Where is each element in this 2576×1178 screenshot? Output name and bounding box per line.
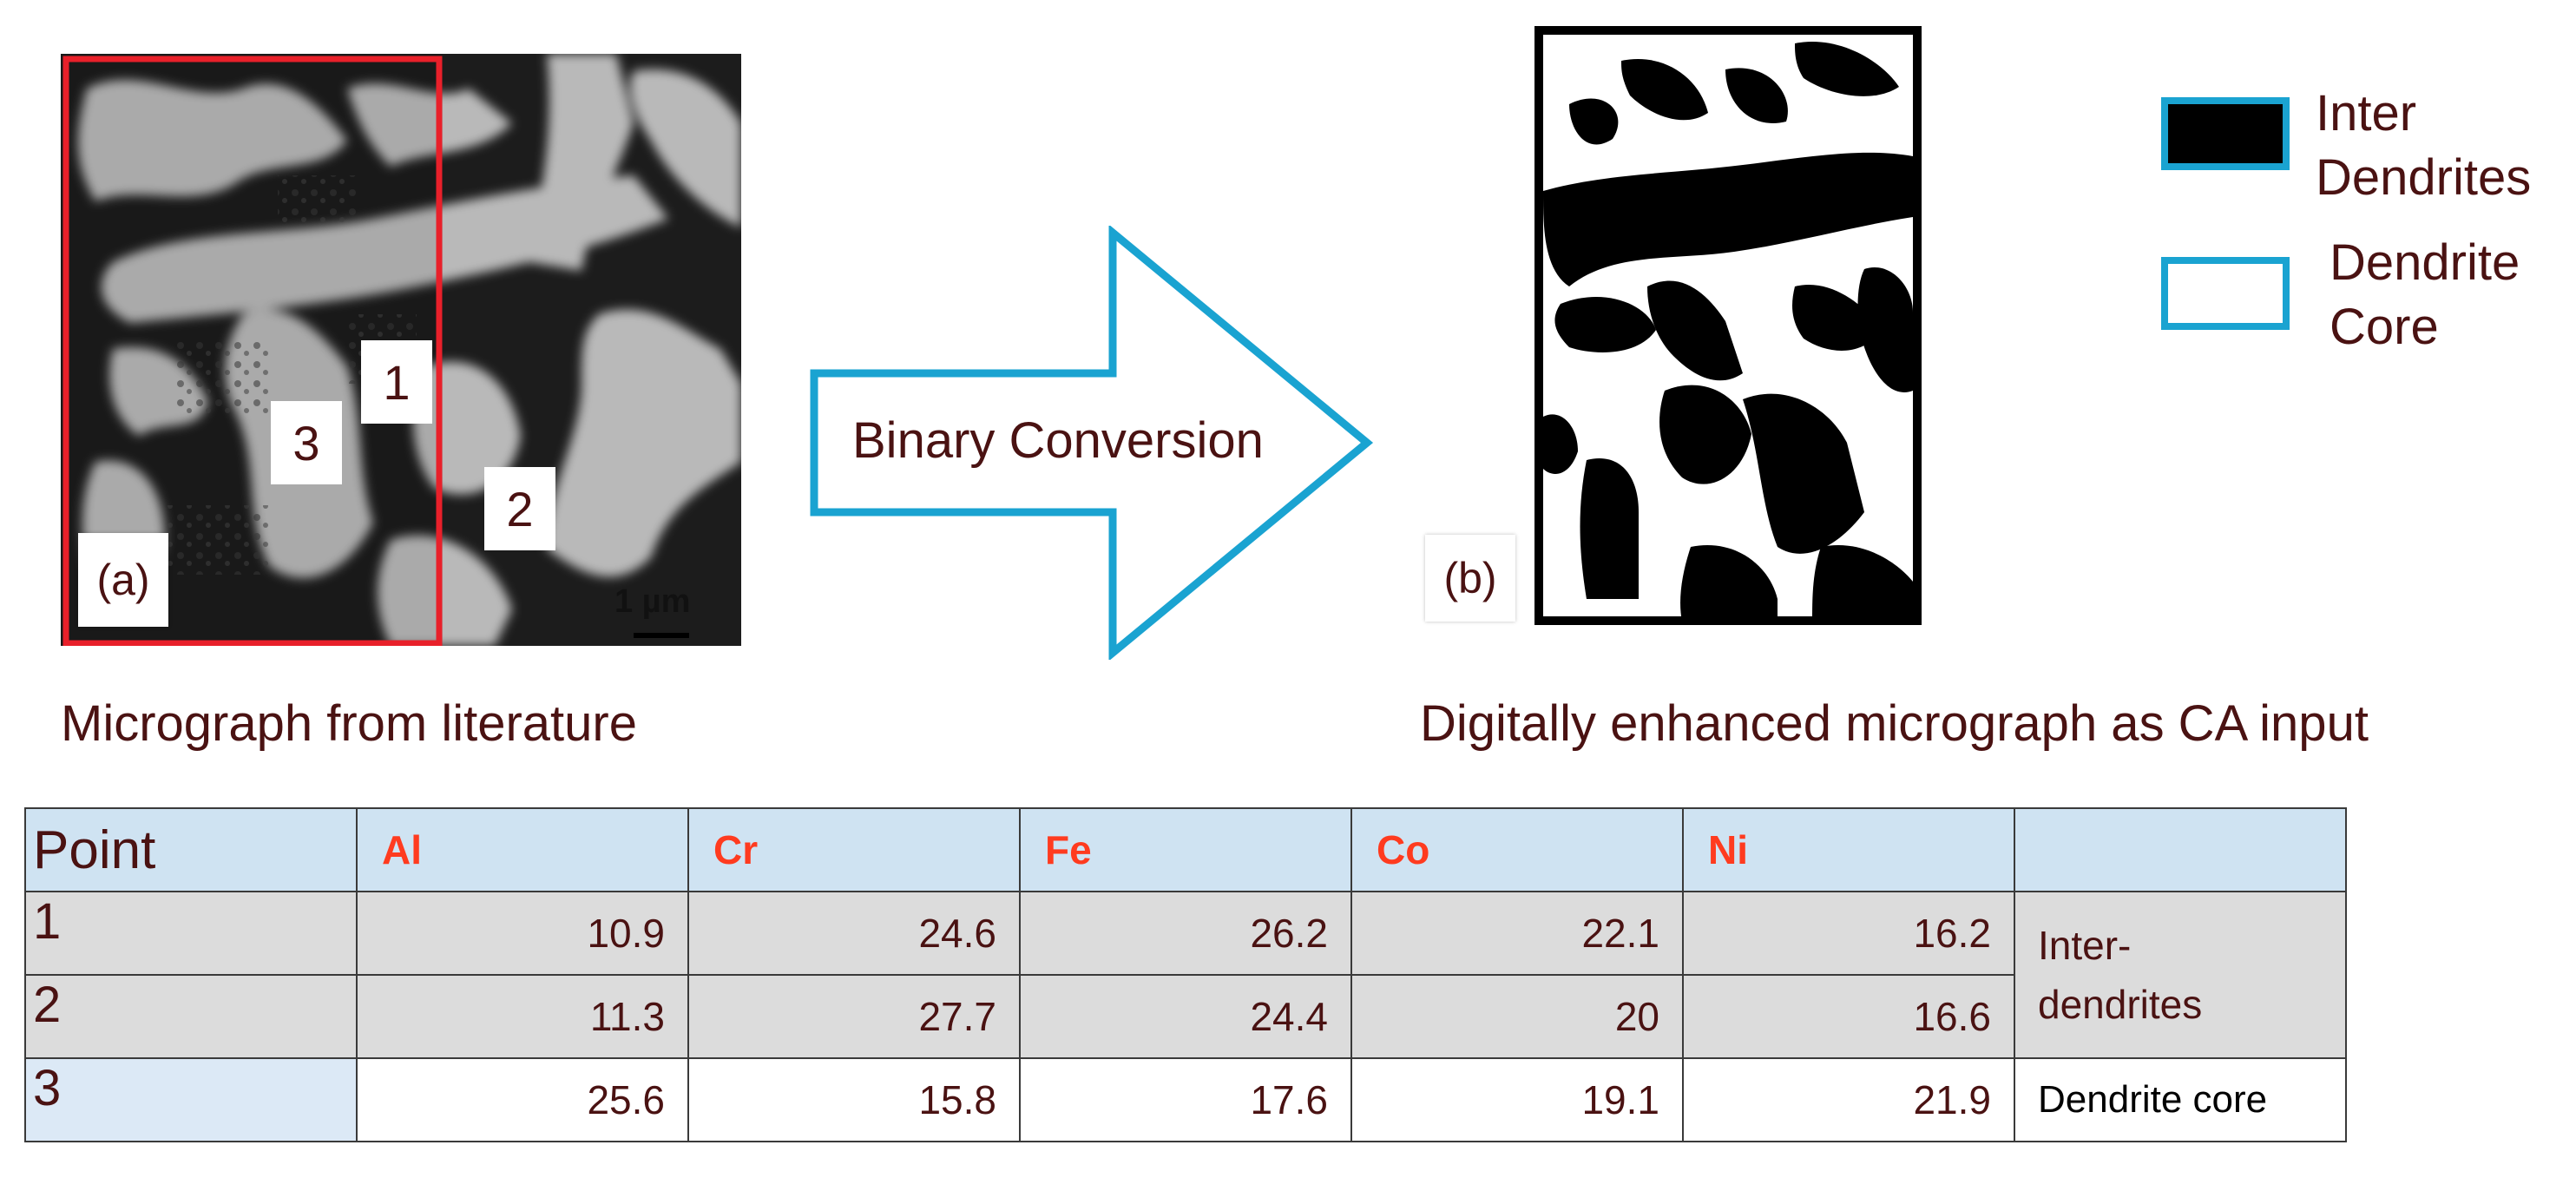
legend-label-dendrite-core: Dendrite Core: [2330, 234, 2520, 355]
point-label-3: 3: [271, 401, 342, 484]
header-ni: Ni: [1682, 807, 2015, 892]
cell-fe: 24.4: [1019, 974, 1352, 1059]
header-co: Co: [1350, 807, 1684, 892]
panel-b-caption: Digitally enhanced micrograph as CA inpu…: [1420, 695, 2369, 752]
cell-ni: 16.2: [1682, 891, 2015, 976]
table-row: 3 25.6 15.8 17.6 19.1 21.9 Dendrite core: [24, 1057, 2347, 1142]
table-header-row: Point Al Cr Fe Co Ni: [24, 807, 2347, 892]
sem-micrograph-image: [61, 54, 741, 647]
cell-cr: 15.8: [687, 1057, 1021, 1142]
panel-a-caption: Micrograph from literature: [61, 695, 637, 752]
sem-micrograph: [61, 54, 741, 647]
cell-co: 20: [1350, 974, 1684, 1059]
binary-micrograph: [1534, 26, 1922, 625]
header-al: Al: [356, 807, 689, 892]
cell-row3-note: Dendrite core: [2014, 1057, 2347, 1142]
composition-table: Point Al Cr Fe Co Ni 1 10.9 24.6 26.2 22…: [24, 807, 2347, 1142]
binary-conversion-arrow: [810, 226, 1374, 660]
arrow-label: Binary Conversion: [852, 412, 1264, 469]
cell-al: 25.6: [356, 1057, 689, 1142]
binary-micrograph-image: [1534, 26, 1922, 625]
cell-al: 10.9: [356, 891, 689, 976]
table-row: 2 11.3 27.7 24.4 20 16.6: [24, 974, 2346, 1059]
row-point: 1: [24, 891, 358, 976]
row-point: 3: [24, 1057, 358, 1142]
point-label-2: 2: [484, 467, 555, 550]
cell-cr: 27.7: [687, 974, 1021, 1059]
header-fe: Fe: [1019, 807, 1352, 892]
header-note: [2014, 807, 2347, 892]
cell-ni: 21.9: [1682, 1057, 2015, 1142]
scale-bar-label: 1 µm: [614, 583, 691, 620]
cell-fe: 17.6: [1019, 1057, 1352, 1142]
table-row: 1 10.9 24.6 26.2 22.1 16.2 Inter- dendri…: [24, 891, 2347, 1059]
cell-co: 19.1: [1350, 1057, 1684, 1142]
row-point: 2: [24, 974, 358, 1059]
legend-swatch-dendrite-core: [2161, 257, 2290, 330]
cell-ni: 16.6: [1682, 974, 2015, 1059]
cell-cr: 24.6: [687, 891, 1021, 976]
cell-fe: 26.2: [1019, 891, 1352, 976]
panel-b-label: (b): [1425, 535, 1515, 622]
legend-label-inter-dendrites: Inter Dendrites: [2316, 85, 2532, 206]
cell-al: 11.3: [356, 974, 689, 1059]
header-point: Point: [24, 807, 358, 892]
cell-group-note: Inter- dendrites: [2014, 891, 2347, 1059]
header-cr: Cr: [687, 807, 1021, 892]
legend-swatch-inter-dendrites: [2161, 97, 2290, 170]
cell-co: 22.1: [1350, 891, 1684, 976]
panel-a-label: (a): [78, 533, 168, 627]
selection-frame: [62, 56, 443, 647]
point-label-1: 1: [361, 340, 432, 424]
